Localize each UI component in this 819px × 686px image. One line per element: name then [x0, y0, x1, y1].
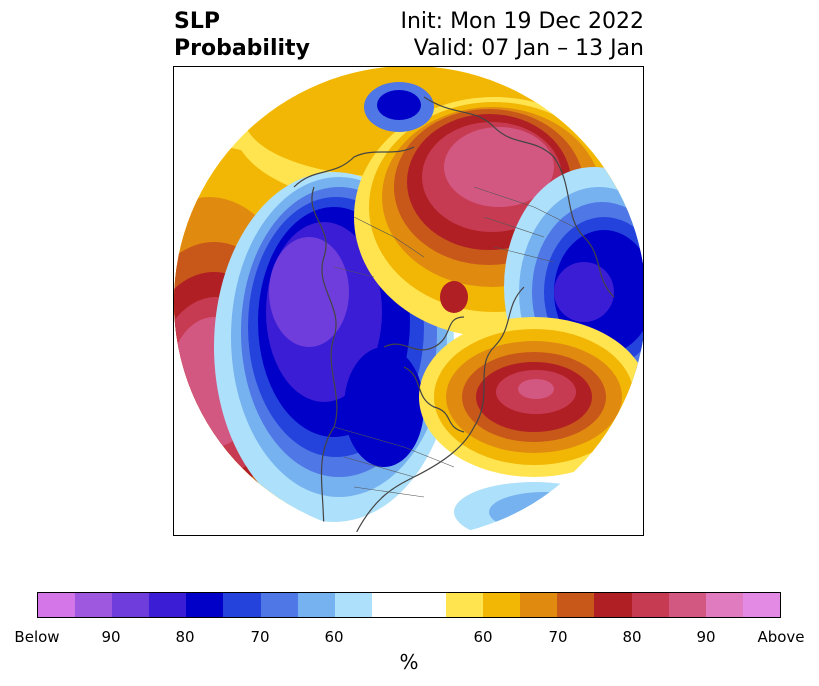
valid-range-label: Valid: 07 Jan – 13 Jan	[413, 36, 644, 61]
colorbar-segment-above-1	[483, 593, 521, 617]
title-variable: SLP	[174, 9, 220, 34]
map-panel	[173, 66, 644, 536]
colorbar-segment-above-2	[520, 593, 558, 617]
colorbar-segment-above-3	[557, 593, 595, 617]
colorbar-segment-above-0	[446, 593, 484, 617]
colorbar-segment-below-0	[38, 593, 76, 617]
colorbar-segment-below-7	[297, 593, 335, 617]
colorbar-segment-below-6	[260, 593, 298, 617]
colorbar-segment-below-8	[334, 593, 372, 617]
colorbar-segment-above-4	[594, 593, 632, 617]
colorbar-tick-below: Below	[14, 628, 60, 646]
colorbar-segment-above-8	[742, 593, 780, 617]
colorbar-unit-label: %	[399, 650, 419, 674]
init-date-label: Init: Mon 19 Dec 2022	[400, 9, 645, 34]
chart-title-right: Init: Mon 19 Dec 2022 Valid: 07 Jan – 13…	[401, 8, 645, 62]
colorbar-tick-below-70: 70	[250, 628, 270, 646]
colorbar-tick-below-90: 90	[101, 628, 121, 646]
colorbar-segment-below-5	[223, 593, 261, 617]
colorbar-segment-below-2	[112, 593, 150, 617]
colorbar-tick-above-60: 60	[473, 628, 493, 646]
colorbar-tick-below-60: 60	[324, 628, 344, 646]
colorbar-segment-below-3	[149, 593, 187, 617]
below-normal-region-north-small	[364, 82, 434, 132]
chart-title-left: SLP Probability	[174, 8, 310, 62]
colorbar-segment-below-1	[75, 593, 113, 617]
above-normal-region-pacific	[419, 317, 643, 477]
probability-colorbar	[37, 592, 781, 618]
colorbar-tick-above-70: 70	[548, 628, 568, 646]
probability-map	[174, 67, 643, 535]
title-product: Probability	[174, 36, 310, 61]
colorbar-tick-above: Above	[757, 628, 805, 646]
colorbar-segment-below-4	[186, 593, 224, 617]
colorbar-segment-above-5	[631, 593, 669, 617]
colorbar-tick-above-90: 90	[696, 628, 716, 646]
colorbar-segment-neutral	[371, 593, 447, 617]
colorbar-tick-below-80: 80	[175, 628, 195, 646]
colorbar-tick-above-80: 80	[622, 628, 642, 646]
borders	[333, 186, 575, 498]
colorbar-segment-above-7	[705, 593, 743, 617]
coastlines	[293, 96, 615, 535]
colorbar-segment-above-6	[668, 593, 706, 617]
above-normal-spot-pole	[440, 281, 468, 313]
